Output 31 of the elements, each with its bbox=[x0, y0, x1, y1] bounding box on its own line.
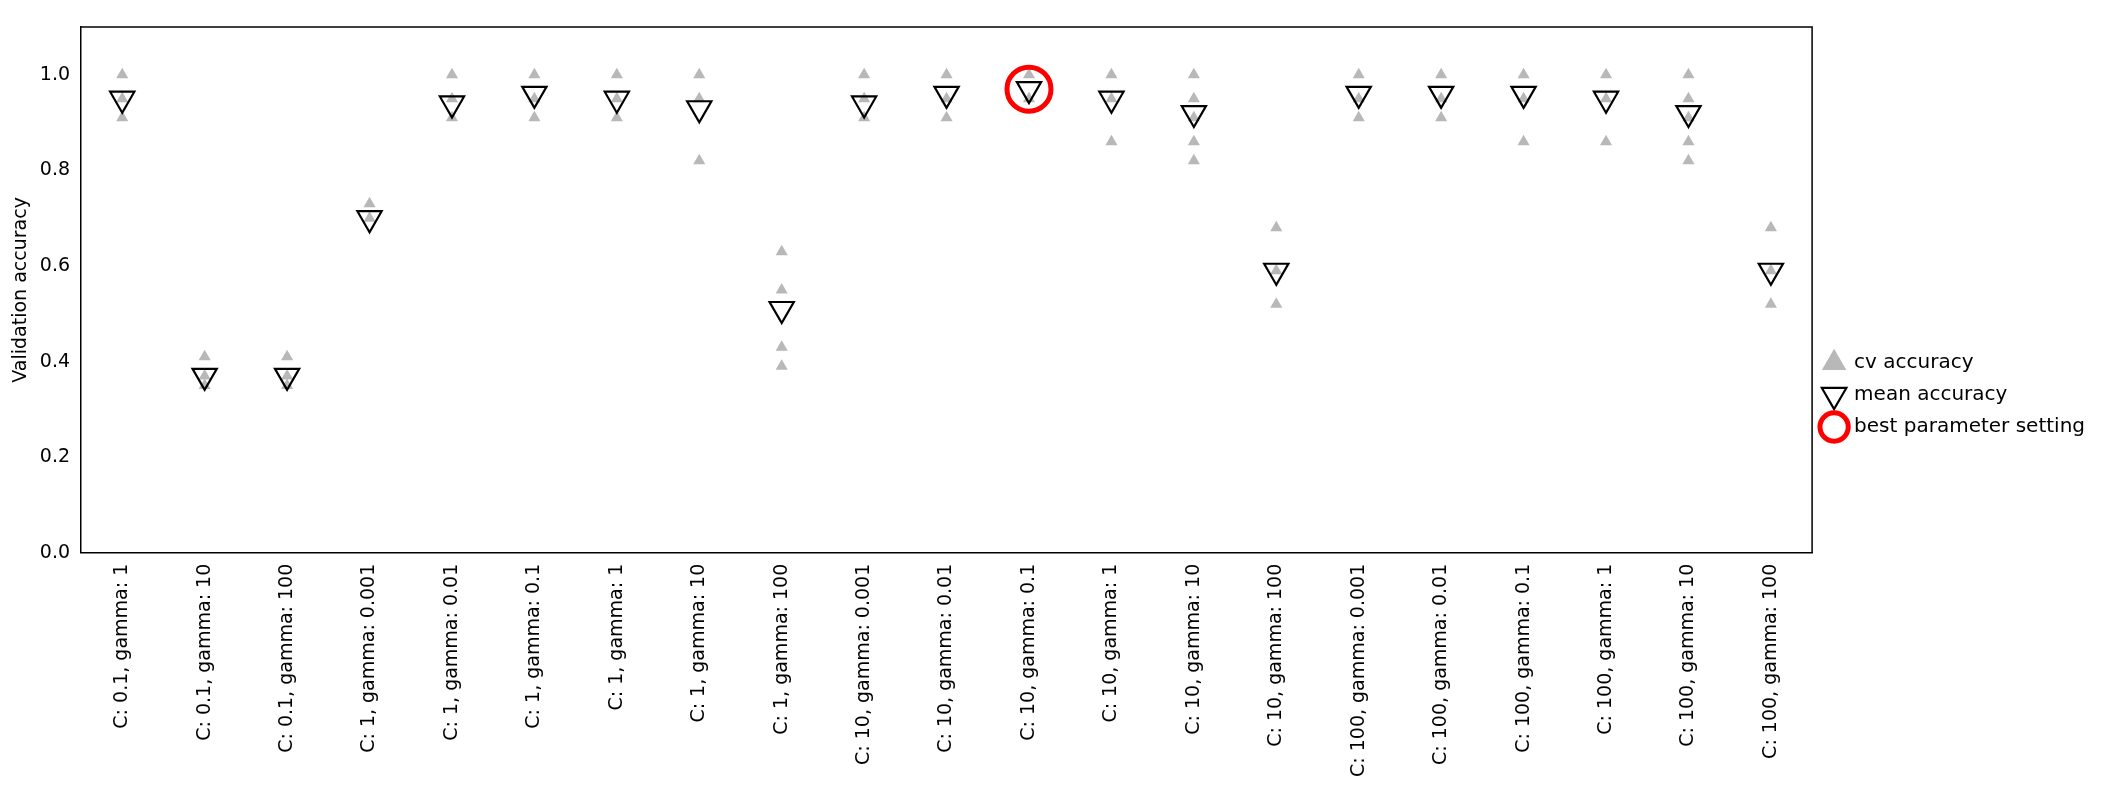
x-tick-label: C: 100, gamma: 0.1 bbox=[1510, 563, 1533, 753]
x-tick-label: C: 100, gamma: 0.01 bbox=[1428, 563, 1451, 765]
y-tick-label: 0.6 bbox=[39, 252, 71, 275]
x-tick-label: C: 100, gamma: 0.001 bbox=[1345, 563, 1368, 777]
x-tick-label: C: 10, gamma: 10 bbox=[1180, 563, 1203, 735]
x-tick-label: C: 0.1, gamma: 10 bbox=[191, 563, 214, 741]
y-tick-label: 0.2 bbox=[39, 444, 71, 467]
x-tick-label: C: 100, gamma: 100 bbox=[1757, 563, 1780, 759]
y-axis-title: Validation accuracy bbox=[8, 197, 31, 383]
y-tick-label: 0.4 bbox=[39, 348, 71, 371]
x-tick-label: C: 1, gamma: 10 bbox=[686, 563, 709, 723]
x-tick-label: C: 10, gamma: 0.001 bbox=[851, 563, 874, 765]
x-tick-label: C: 100, gamma: 10 bbox=[1675, 563, 1698, 747]
y-tick-label: 0.0 bbox=[39, 539, 71, 562]
x-tick-label: C: 1, gamma: 0.001 bbox=[356, 563, 379, 753]
x-tick-label: C: 0.1, gamma: 1 bbox=[109, 563, 132, 729]
legend-label: mean accuracy bbox=[1854, 381, 2008, 406]
x-tick-label: C: 10, gamma: 0.1 bbox=[1015, 563, 1038, 741]
x-tick-label: C: 1, gamma: 1 bbox=[603, 563, 626, 711]
x-tick-label: C: 10, gamma: 1 bbox=[1098, 563, 1121, 723]
x-tick-label: C: 1, gamma: 0.1 bbox=[521, 563, 544, 729]
y-tick-label: 0.8 bbox=[39, 157, 71, 180]
x-tick-label: C: 1, gamma: 100 bbox=[768, 563, 791, 735]
x-tick-label: C: 10, gamma: 0.01 bbox=[933, 563, 956, 753]
x-tick-label: C: 1, gamma: 0.01 bbox=[438, 563, 461, 741]
x-tick-label: C: 0.1, gamma: 100 bbox=[274, 563, 297, 753]
legend-label: cv accuracy bbox=[1854, 349, 1974, 374]
legend-label: best parameter setting bbox=[1854, 413, 2086, 438]
y-tick-label: 1.0 bbox=[39, 61, 71, 84]
x-tick-label: C: 100, gamma: 1 bbox=[1592, 563, 1615, 735]
x-tick-label: C: 10, gamma: 100 bbox=[1263, 563, 1286, 747]
